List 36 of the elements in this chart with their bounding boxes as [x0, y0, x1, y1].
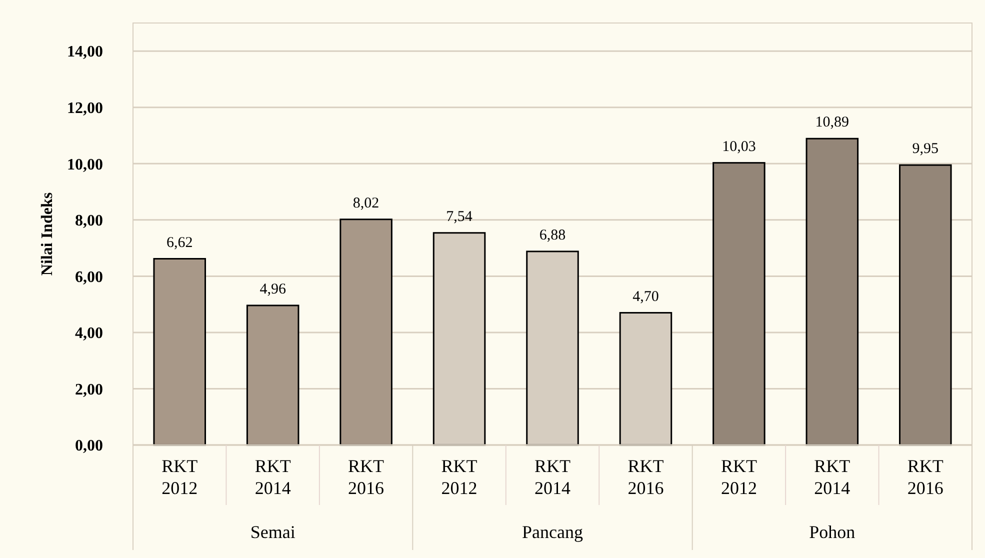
x-tick-label: RKT 2016	[907, 456, 944, 498]
y-tick-label: 10,00	[67, 156, 103, 174]
y-tick-label: 8,00	[75, 212, 103, 230]
y-tick-label: 2,00	[75, 381, 103, 398]
data-label: 4,70	[632, 288, 659, 305]
y-tick-label: 14,00	[67, 44, 103, 61]
bar	[899, 164, 952, 446]
x-tick-label: RKT 2012	[441, 456, 478, 498]
y-tick-label: 12,00	[67, 100, 103, 117]
bar	[340, 218, 392, 446]
data-label: 10,03	[722, 138, 756, 155]
x-tick-label: RKT 2014	[814, 456, 850, 498]
text: Pohon	[809, 522, 856, 542]
text: Semai	[250, 522, 296, 542]
data-label: 7,54	[446, 208, 473, 225]
text: Pancang	[522, 522, 583, 542]
data-label: 6,88	[539, 227, 566, 244]
data-label: 4,96	[260, 281, 286, 298]
data-label: 8,02	[352, 195, 380, 212]
data-label: 6,62	[166, 234, 193, 251]
y-tick-label: 6,00	[75, 268, 103, 286]
x-tick-label: RKT 2014	[534, 456, 571, 498]
data-label: 9,95	[912, 141, 939, 158]
x-tick-label: RKT 2012	[162, 456, 198, 498]
x-tick-label: RKT 2016	[628, 456, 664, 498]
bar	[246, 304, 300, 446]
bar	[153, 258, 206, 446]
x-tick-label: RKT 2014	[254, 456, 291, 498]
x-tick-label: RKT 2016	[348, 456, 384, 498]
y-tick-label: 0,00	[75, 438, 103, 455]
y-tick-label: 4,00	[75, 325, 103, 342]
bar	[806, 138, 859, 446]
bar	[712, 162, 766, 446]
y-axis-title: Nilai Indeks	[39, 192, 56, 276]
x-tick-label: RKT 2012	[720, 456, 757, 498]
data-label: 10,89	[815, 114, 850, 131]
